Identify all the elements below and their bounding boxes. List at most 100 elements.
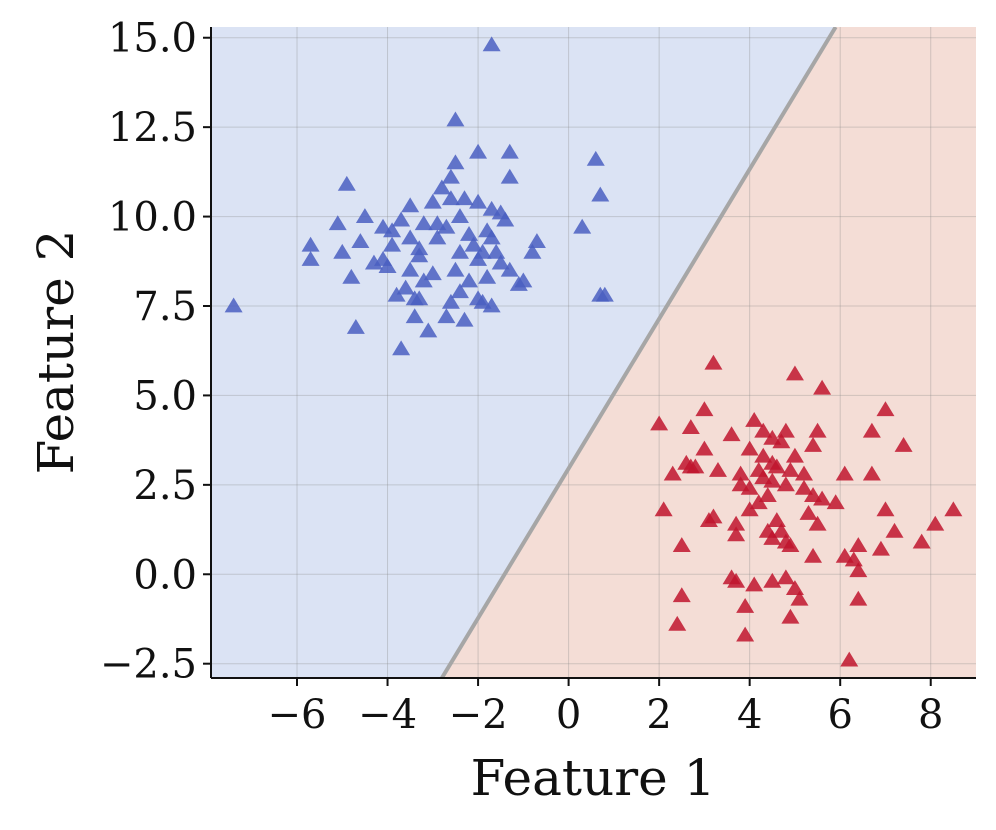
data-point-class-0 <box>355 208 374 223</box>
x-tick-label: 6 <box>827 692 852 738</box>
data-point-class-0 <box>224 297 243 313</box>
data-point-class-1 <box>835 465 854 481</box>
data-point-class-0 <box>441 190 460 206</box>
data-point-class-1 <box>695 440 714 456</box>
y-tick-label: −2.5 <box>100 642 197 688</box>
decision-boundary-line <box>440 27 838 678</box>
data-point-class-1 <box>727 515 746 531</box>
region-class-1 <box>441 27 976 678</box>
data-point-class-0 <box>482 36 501 52</box>
data-point-class-1 <box>862 422 881 438</box>
data-point-class-0 <box>351 233 370 248</box>
data-point-class-1 <box>727 526 746 542</box>
data-point-class-1 <box>749 494 768 510</box>
data-point-class-1 <box>876 501 895 517</box>
data-point-class-1 <box>695 401 714 417</box>
data-point-class-0 <box>423 193 442 209</box>
x-tick-label: −2 <box>449 692 508 738</box>
data-point-class-0 <box>496 211 515 227</box>
data-point-class-1 <box>745 576 764 592</box>
data-point-class-0 <box>450 283 469 299</box>
data-point-class-0 <box>364 254 383 270</box>
data-point-class-0 <box>586 150 605 166</box>
data-point-class-0 <box>450 243 469 259</box>
data-point-class-0 <box>328 215 347 231</box>
data-point-class-0 <box>301 236 320 252</box>
data-point-class-0 <box>383 222 402 238</box>
x-tick-label: −4 <box>358 692 417 738</box>
data-point-class-1 <box>763 472 782 488</box>
data-point-class-0 <box>419 322 438 338</box>
data-point-class-0 <box>392 340 411 356</box>
data-point-class-1 <box>736 597 755 613</box>
data-point-class-1 <box>849 590 868 606</box>
data-point-class-1 <box>763 572 782 588</box>
data-point-class-1 <box>722 426 741 442</box>
y-tick-label: 7.5 <box>133 284 197 330</box>
data-point-class-0 <box>401 229 420 245</box>
data-point-class-0 <box>383 236 402 252</box>
data-point-class-1 <box>740 501 759 517</box>
data-point-class-0 <box>500 261 519 277</box>
data-point-class-0 <box>396 279 415 295</box>
data-point-class-1 <box>876 401 895 417</box>
data-point-class-1 <box>731 465 750 481</box>
x-tick-label: −6 <box>268 692 327 738</box>
data-point-class-0 <box>478 268 497 284</box>
data-point-class-0 <box>342 268 361 284</box>
data-point-class-1 <box>804 437 823 452</box>
data-point-class-0 <box>482 297 501 313</box>
data-point-class-1 <box>785 365 804 381</box>
data-point-class-1 <box>835 547 854 563</box>
data-point-class-1 <box>745 411 764 427</box>
data-point-class-1 <box>944 501 963 517</box>
data-point-class-0 <box>378 258 397 274</box>
data-point-class-0 <box>500 143 519 159</box>
axes <box>210 27 976 679</box>
data-point-class-1 <box>785 447 804 463</box>
ticks: −6 −4 −2 0 2 4 6 8 −2.5 0.0 2.5 5.0 7.5 10.0 12.5 15.0 <box>100 16 944 738</box>
data-point-class-0 <box>401 197 420 213</box>
data-point-class-0 <box>491 254 510 270</box>
data-point-class-1 <box>663 465 682 481</box>
data-point-class-1 <box>672 537 691 553</box>
data-point-class-0 <box>450 208 469 223</box>
data-point-class-0 <box>441 293 460 309</box>
data-point-class-0 <box>591 186 610 202</box>
data-point-class-0 <box>401 261 420 277</box>
data-point-class-0 <box>437 218 456 234</box>
data-point-class-1 <box>912 533 931 549</box>
data-point-class-0 <box>460 272 479 288</box>
data-point-class-1 <box>781 537 800 553</box>
data-point-class-1 <box>804 547 823 563</box>
data-point-class-1 <box>754 422 773 438</box>
data-point-class-1 <box>749 462 768 477</box>
data-point-class-1 <box>776 476 795 492</box>
data-point-class-0 <box>441 168 460 184</box>
data-point-class-1 <box>849 537 868 553</box>
data-point-class-1 <box>840 651 859 667</box>
data-point-class-1 <box>731 476 750 492</box>
data-point-class-1 <box>650 415 669 431</box>
data-point-class-1 <box>894 437 913 452</box>
decision-regions <box>211 27 976 678</box>
data-point-class-0 <box>446 261 465 277</box>
data-point-class-1 <box>736 626 755 642</box>
x-tick-label: 0 <box>556 692 581 738</box>
data-points <box>224 36 963 667</box>
data-point-class-0 <box>523 243 542 259</box>
x-axis-label: Feature 1 <box>471 749 716 807</box>
data-point-class-0 <box>509 276 528 291</box>
data-point-class-0 <box>392 211 411 227</box>
y-tick-label: 15.0 <box>108 16 197 62</box>
data-point-class-0 <box>487 243 506 259</box>
data-point-class-1 <box>772 433 791 449</box>
data-point-class-1 <box>808 422 827 438</box>
y-axis-label: Feature 2 <box>27 230 85 475</box>
data-point-class-0 <box>469 193 488 209</box>
data-point-class-0 <box>301 251 320 266</box>
data-point-class-1 <box>808 515 827 531</box>
data-point-class-0 <box>482 229 501 245</box>
data-point-class-1 <box>794 479 813 495</box>
